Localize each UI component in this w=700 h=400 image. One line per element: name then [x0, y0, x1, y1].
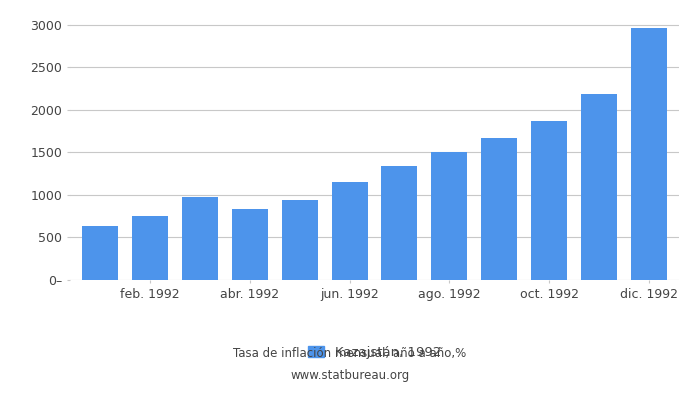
Bar: [182, 197, 218, 280]
Bar: [631, 28, 667, 280]
Bar: [531, 121, 567, 280]
Bar: [581, 94, 617, 280]
Text: Tasa de inflación mensual, año a año,%: Tasa de inflación mensual, año a año,%: [233, 348, 467, 360]
Text: www.statbureau.org: www.statbureau.org: [290, 370, 410, 382]
Bar: [82, 226, 118, 280]
Bar: [332, 182, 368, 280]
Bar: [281, 200, 318, 280]
Bar: [382, 166, 417, 280]
Bar: [232, 209, 267, 280]
Bar: [482, 138, 517, 280]
Legend: Kazajstán, 1992: Kazajstán, 1992: [308, 346, 441, 358]
Bar: [132, 216, 168, 280]
Bar: [431, 152, 468, 280]
